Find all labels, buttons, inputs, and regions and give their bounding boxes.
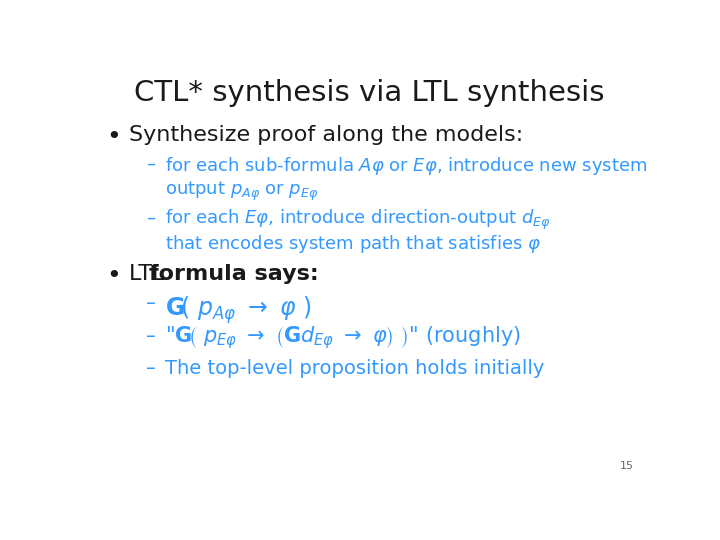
Text: 15: 15 (620, 462, 634, 471)
Text: –: – (145, 294, 156, 313)
Text: CTL* synthesis via LTL synthesis: CTL* synthesis via LTL synthesis (134, 79, 604, 107)
Text: –: – (145, 154, 155, 173)
Text: •: • (107, 265, 122, 288)
Text: formula says:: formula says: (148, 265, 318, 285)
Text: $\mathbf{G}\!\left(\ p_{A\varphi}\ \rightarrow\ \varphi\ \right)$: $\mathbf{G}\!\left(\ p_{A\varphi}\ \righ… (166, 294, 312, 326)
Text: Synthesize proof along the models:: Synthesize proof along the models: (129, 125, 523, 145)
Text: output $p_{A\varphi}$ or $p_{E\varphi}$: output $p_{A\varphi}$ or $p_{E\varphi}$ (166, 180, 319, 202)
Text: –: – (145, 208, 155, 226)
Text: LTL: LTL (129, 265, 171, 285)
Text: •: • (107, 125, 122, 149)
Text: –: – (145, 327, 156, 346)
Text: that encodes system path that satisfies $\varphi$: that encodes system path that satisfies … (166, 233, 541, 255)
Text: "$\mathbf{G}\!\left(\ p_{E\varphi}\ \rightarrow\ \left(\mathbf{G}d_{E\varphi}\ \: "$\mathbf{G}\!\left(\ p_{E\varphi}\ \rig… (166, 325, 521, 352)
Text: for each $E\varphi$, introduce direction-output $d_{E\varphi}$: for each $E\varphi$, introduce direction… (166, 208, 552, 232)
Text: for each sub-formula $A\varphi$ or $E\varphi$, introduce new system: for each sub-formula $A\varphi$ or $E\va… (166, 154, 648, 177)
Text: The top-level proposition holds initially: The top-level proposition holds initiall… (166, 359, 545, 378)
Text: –: – (145, 359, 156, 378)
